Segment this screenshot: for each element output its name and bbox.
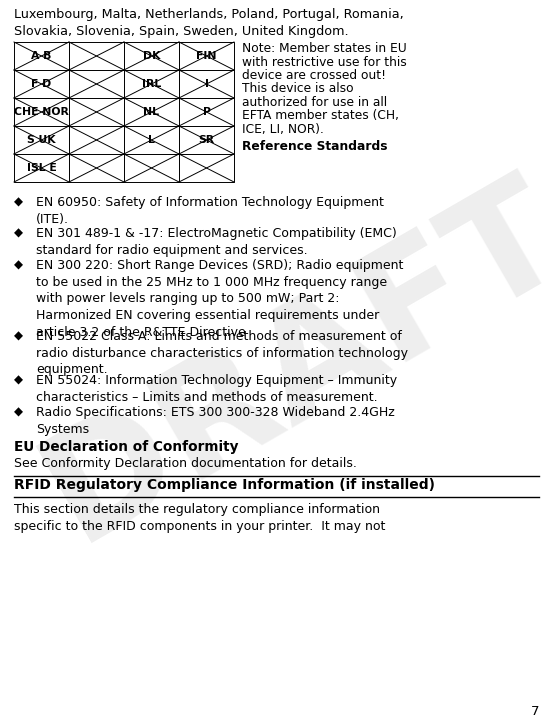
- Bar: [69, 154, 124, 182]
- Bar: [179, 70, 234, 98]
- Text: ◆: ◆: [14, 227, 23, 240]
- Bar: [124, 126, 179, 154]
- Text: ◆: ◆: [14, 329, 23, 342]
- Bar: [124, 42, 179, 70]
- Bar: [14, 98, 69, 126]
- Text: EN 301 489-1 & -17: ElectroMagnetic Compatibility (EMC)
standard for radio equip: EN 301 489-1 & -17: ElectroMagnetic Comp…: [36, 227, 397, 257]
- Text: Note: Member states in EU: Note: Member states in EU: [242, 42, 407, 55]
- Text: EN 55022 Class A: Limits and methods of measurement of
radio disturbance charact: EN 55022 Class A: Limits and methods of …: [36, 330, 408, 376]
- Text: EN 300 220: Short Range Devices (SRD); Radio equipment
to be used in the 25 MHz : EN 300 220: Short Range Devices (SRD); R…: [36, 258, 403, 339]
- Text: NL: NL: [143, 107, 159, 117]
- Text: ICE, LI, NOR).: ICE, LI, NOR).: [242, 123, 324, 136]
- Text: L: L: [148, 135, 155, 145]
- Text: S UK: S UK: [27, 135, 56, 145]
- Bar: [14, 126, 69, 154]
- Text: with restrictive use for this: with restrictive use for this: [242, 55, 407, 68]
- Text: ◆: ◆: [14, 195, 23, 208]
- Text: ◆: ◆: [14, 258, 23, 272]
- Bar: [179, 42, 234, 70]
- Bar: [69, 42, 124, 70]
- Text: 7: 7: [530, 705, 539, 718]
- Text: See Conformity Declaration documentation for details.: See Conformity Declaration documentation…: [14, 457, 357, 470]
- Text: EU Declaration of Conformity: EU Declaration of Conformity: [14, 440, 238, 454]
- Bar: [14, 70, 69, 98]
- Text: F D: F D: [32, 79, 51, 89]
- Text: Radio Specifications: ETS 300 300-328 Wideband 2.4GHz
Systems: Radio Specifications: ETS 300 300-328 Wi…: [36, 406, 395, 436]
- Text: Luxembourg, Malta, Netherlands, Poland, Portugal, Romania,
Slovakia, Slovenia, S: Luxembourg, Malta, Netherlands, Poland, …: [14, 8, 404, 38]
- Text: RFID Regulatory Compliance Information (if installed): RFID Regulatory Compliance Information (…: [14, 478, 435, 492]
- Text: This section details the regulatory compliance information
specific to the RFID : This section details the regulatory comp…: [14, 503, 385, 533]
- Text: EN 55024: Information Technology Equipment – Immunity
characteristics – Limits a: EN 55024: Information Technology Equipme…: [36, 375, 397, 404]
- Bar: [69, 98, 124, 126]
- Text: authorized for use in all: authorized for use in all: [242, 96, 387, 109]
- Text: This device is also: This device is also: [242, 83, 353, 96]
- Text: ◆: ◆: [14, 374, 23, 387]
- Bar: [69, 70, 124, 98]
- Text: ISL E: ISL E: [27, 163, 56, 173]
- Bar: [124, 154, 179, 182]
- Text: A B: A B: [32, 51, 51, 61]
- Text: ◆: ◆: [14, 405, 23, 418]
- Text: IRL: IRL: [142, 79, 161, 89]
- Text: I: I: [205, 79, 208, 89]
- Text: device are crossed out!: device are crossed out!: [242, 69, 386, 82]
- Bar: [179, 126, 234, 154]
- Text: EN 60950: Safety of Information Technology Equipment
(ITE).: EN 60950: Safety of Information Technolo…: [36, 196, 384, 226]
- Bar: [14, 42, 69, 70]
- Text: EFTA member states (CH,: EFTA member states (CH,: [242, 110, 399, 123]
- Text: CHE NOR: CHE NOR: [14, 107, 69, 117]
- Text: DRAFT: DRAFT: [19, 155, 553, 571]
- Bar: [179, 98, 234, 126]
- Text: P: P: [202, 107, 211, 117]
- Text: SR: SR: [199, 135, 215, 145]
- Bar: [69, 126, 124, 154]
- Bar: [14, 154, 69, 182]
- Text: FIN: FIN: [196, 51, 217, 61]
- Text: DK: DK: [143, 51, 160, 61]
- Bar: [124, 70, 179, 98]
- Bar: [124, 98, 179, 126]
- Bar: [179, 154, 234, 182]
- Text: Reference Standards: Reference Standards: [242, 141, 388, 153]
